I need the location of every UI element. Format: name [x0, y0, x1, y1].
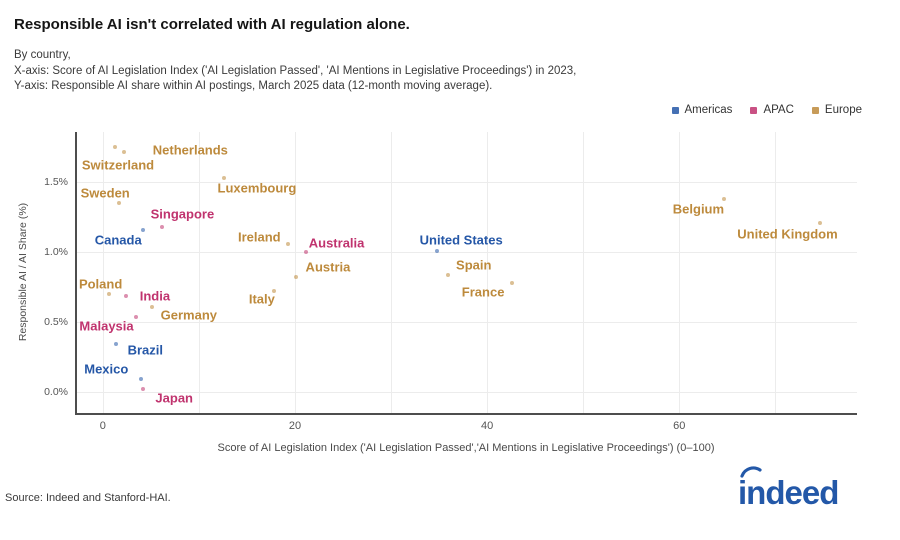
data-point-belgium	[722, 197, 727, 202]
data-point-germany	[149, 304, 154, 309]
y-tick-label: 1.5%	[44, 176, 68, 189]
data-point-austria	[293, 275, 298, 280]
country-label-united-kingdom: United Kingdom	[737, 226, 838, 242]
data-point-india	[123, 293, 128, 298]
country-label-malaysia: Malaysia	[79, 318, 134, 334]
data-point-spain	[445, 272, 450, 277]
gridline-vertical	[679, 132, 681, 413]
legend-item-apac: APAC	[750, 104, 794, 116]
source-text: Source: Indeed and Stanford-HAI.	[5, 492, 171, 504]
country-label-italy: Italy	[248, 291, 275, 307]
gridline-vertical	[583, 132, 585, 413]
country-label-australia: Australia	[308, 235, 365, 251]
indeed-logo: indeed	[738, 464, 860, 515]
gridline-vertical	[102, 132, 104, 413]
legend-label: APAC	[763, 104, 794, 116]
data-point-switzerland	[121, 149, 126, 154]
country-label-belgium: Belgium	[672, 201, 725, 217]
subtitle-line-3: Y-axis: Responsible AI share within AI p…	[14, 80, 493, 92]
country-label-austria: Austria	[305, 259, 351, 275]
y-tick-label: 0.0%	[44, 386, 68, 399]
data-point-netherlands	[113, 145, 118, 150]
x-tick-label: 60	[673, 420, 686, 432]
y-tick-label: 1.0%	[44, 246, 68, 259]
country-label-japan: Japan	[155, 390, 193, 406]
country-label-netherlands: Netherlands	[152, 142, 228, 158]
data-point-ireland	[286, 241, 291, 246]
x-tick-label: 0	[99, 420, 106, 432]
chart-subtitle: By country, X-axis: Score of AI Legislat…	[14, 48, 576, 95]
x-axis-line	[75, 413, 857, 415]
country-label-singapore: Singapore	[150, 206, 215, 222]
legend-label: Europe	[824, 104, 862, 116]
country-label-india: India	[139, 288, 171, 304]
indeed-logo-text: indeed	[738, 474, 838, 510]
data-point-united-states	[435, 248, 440, 253]
data-point-poland	[106, 292, 111, 297]
gridline-vertical	[294, 132, 296, 413]
legend-item-europe: Europe	[811, 104, 862, 116]
data-point-singapore	[160, 225, 165, 230]
country-label-germany: Germany	[160, 307, 218, 323]
country-label-spain: Spain	[456, 257, 492, 273]
data-point-australia	[303, 250, 308, 255]
gridline-vertical	[391, 132, 393, 413]
country-label-switzerland: Switzerland	[81, 157, 155, 173]
gridline-vertical	[487, 132, 489, 413]
legend: Americas APAC Europe	[671, 104, 862, 116]
data-point-luxembourg	[221, 176, 226, 181]
data-point-united-kingdom	[818, 220, 823, 225]
subtitle-line-2: X-axis: Score of AI Legislation Index ('…	[14, 64, 577, 77]
indeed-logo-svg: indeed	[738, 466, 839, 511]
y-axis-line	[75, 132, 77, 415]
subtitle-line-1: By country,	[14, 49, 71, 61]
indeed-logo-swoosh	[740, 466, 762, 478]
data-point-malaysia	[133, 314, 138, 319]
legend-swatch-icon	[811, 106, 819, 114]
page-title: Responsible AI isn't correlated with AI …	[14, 16, 410, 33]
country-label-sweden: Sweden	[80, 185, 130, 201]
legend-label: Americas	[684, 104, 733, 116]
x-tick-label: 40	[481, 420, 494, 432]
x-tick-label: 20	[288, 420, 302, 432]
country-label-united-states: United States	[419, 232, 503, 248]
data-point-brazil	[114, 342, 119, 347]
data-point-mexico	[139, 377, 144, 382]
data-point-japan	[141, 387, 146, 392]
data-point-italy	[271, 289, 276, 294]
country-label-ireland: Ireland	[237, 229, 281, 245]
gridline-vertical	[198, 132, 200, 413]
y-axis-title: Responsible AI / AI Share (%)	[17, 202, 29, 342]
gridline-horizontal	[75, 252, 857, 254]
x-axis-title: Score of AI Legislation Index ('AI Legis…	[217, 442, 715, 454]
legend-item-americas: Americas	[671, 104, 733, 116]
country-label-france: France	[461, 284, 505, 300]
data-point-canada	[141, 227, 146, 232]
legend-swatch-icon	[671, 106, 679, 114]
country-label-poland: Poland	[78, 276, 123, 292]
gridline-horizontal	[75, 392, 857, 394]
gridline-horizontal	[75, 322, 857, 324]
legend-swatch-icon	[750, 106, 758, 114]
y-tick-label: 0.5%	[44, 316, 68, 329]
gridline-vertical	[775, 132, 777, 413]
data-point-sweden	[117, 201, 122, 206]
country-label-luxembourg: Luxembourg	[217, 180, 297, 196]
country-label-brazil: Brazil	[127, 342, 163, 358]
country-label-canada: Canada	[94, 232, 142, 248]
country-label-mexico: Mexico	[84, 361, 129, 377]
gridline-horizontal	[75, 182, 857, 184]
data-point-france	[510, 280, 515, 285]
